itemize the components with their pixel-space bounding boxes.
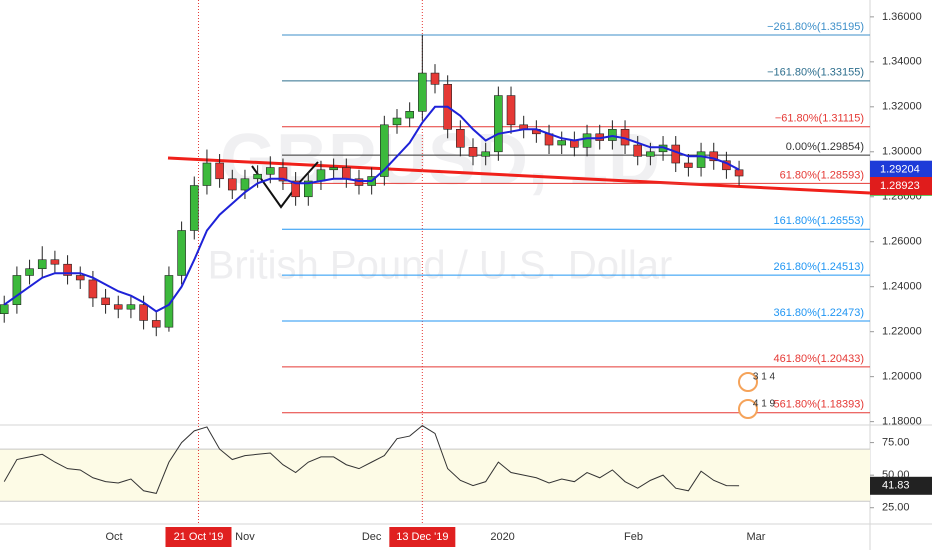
candle-body	[101, 297, 110, 305]
candle-body	[227, 178, 237, 191]
candle-body	[75, 275, 85, 281]
close-price-tag: 1.28923	[880, 180, 920, 192]
rsi-tag: 41.83	[882, 480, 910, 492]
candle-body	[418, 72, 427, 112]
candle-body	[709, 151, 719, 162]
fib-label: 361.80%(1.22473)	[773, 307, 864, 319]
candle-body	[696, 151, 706, 168]
candle-body	[329, 167, 338, 171]
event-icon	[738, 399, 758, 419]
candle-body	[557, 140, 566, 146]
x-tick-label: Mar	[746, 531, 765, 543]
x-tick-label: Nov	[235, 531, 255, 543]
candle-body	[304, 180, 313, 198]
candle-body	[202, 162, 212, 186]
candle-body	[481, 151, 490, 157]
candle-body	[37, 259, 47, 270]
candle-body	[494, 95, 503, 153]
candle-body	[88, 279, 98, 299]
fib-label: 561.80%(1.18393)	[773, 399, 864, 411]
watermark-title: GBPUSD, 1D	[220, 120, 660, 200]
rsi-tag-box	[870, 476, 932, 495]
candle-body	[63, 263, 72, 276]
fib-label: −161.80%(1.33155)	[767, 67, 864, 79]
candle-body	[164, 275, 174, 328]
highlight-label: 21 Oct '19	[174, 531, 224, 543]
ma-price-tag-box	[870, 160, 932, 179]
fib-label: −261.80%(1.35195)	[767, 21, 864, 33]
candle-body	[734, 169, 744, 177]
candle-body	[468, 146, 478, 157]
fib-label: 61.80%(1.28593)	[780, 169, 864, 181]
candle-body	[139, 304, 148, 321]
candle-body	[189, 185, 199, 231]
candle-body	[265, 167, 275, 175]
y-tick-label: 1.24000	[882, 281, 922, 293]
y-tick-label: 1.22000	[882, 326, 922, 338]
y-tick-label: 1.30000	[882, 146, 922, 158]
candle-body	[608, 128, 617, 141]
event-icon	[738, 372, 758, 392]
x-tick-label: Oct	[105, 531, 122, 543]
rsi-band	[0, 449, 870, 502]
watermark-subtitle: British Pound / U.S. Dollar	[208, 244, 673, 288]
y-tick-label: 1.18000	[882, 416, 922, 428]
candle-body	[582, 133, 592, 148]
highlight-tag	[165, 527, 232, 547]
event-label: 4 1 9	[753, 399, 776, 410]
candle-body	[12, 275, 22, 305]
candle-body	[50, 259, 60, 265]
candle-body	[506, 95, 516, 126]
candle-body	[151, 320, 161, 328]
highlight-label: 13 Dec '19	[396, 531, 448, 543]
fib-label: 0.00%(1.29854)	[786, 141, 864, 153]
candle-body	[278, 167, 288, 182]
candle-body	[633, 144, 643, 157]
trend-line	[167, 156, 871, 195]
x-tick-label: Feb	[624, 531, 643, 543]
y-tick-label: 1.20000	[882, 371, 922, 383]
highlight-tag	[389, 527, 456, 547]
candle-body	[126, 304, 136, 310]
candle-body	[177, 230, 186, 276]
x-tick-label: 2020	[490, 531, 514, 543]
fib-label: −61.80%(1.31115)	[775, 113, 864, 125]
candle-body	[113, 304, 123, 310]
candle-body	[253, 173, 262, 180]
candle-body	[430, 72, 440, 85]
y-tick-label: 1.36000	[882, 11, 922, 23]
candle-body	[671, 144, 681, 164]
fib-label: 261.80%(1.24513)	[773, 261, 864, 273]
moving-average	[3, 105, 740, 313]
candle-body	[646, 151, 655, 157]
candle-body	[0, 304, 9, 314]
x-tick-label: Dec	[362, 531, 382, 543]
candle-body	[392, 117, 402, 126]
rsi-line	[3, 425, 740, 494]
candle-body	[342, 167, 351, 180]
y-tick-label: 1.32000	[882, 101, 922, 113]
candle-body	[354, 178, 364, 186]
candle-body	[215, 162, 224, 180]
ma-price-tag: 1.29204	[880, 164, 920, 176]
candle-body	[456, 128, 465, 148]
candle-body	[405, 111, 414, 119]
candle-body	[291, 180, 300, 198]
fib-label: 161.80%(1.26553)	[773, 215, 864, 227]
fib-label: 461.80%(1.20433)	[773, 353, 864, 365]
candle-body	[684, 162, 693, 168]
event-label: 3 1 4	[753, 372, 776, 383]
candle-body	[25, 268, 34, 276]
y-tick-label: 1.34000	[882, 56, 922, 68]
candle-body	[240, 178, 250, 191]
y-tick-label: 1.26000	[882, 236, 922, 248]
rsi-tick-label: 25.00	[882, 502, 910, 514]
close-price-tag-box	[870, 177, 932, 196]
rsi-tick-label: 75.00	[882, 436, 910, 448]
candle-body	[316, 169, 326, 182]
candle-body	[380, 124, 389, 177]
